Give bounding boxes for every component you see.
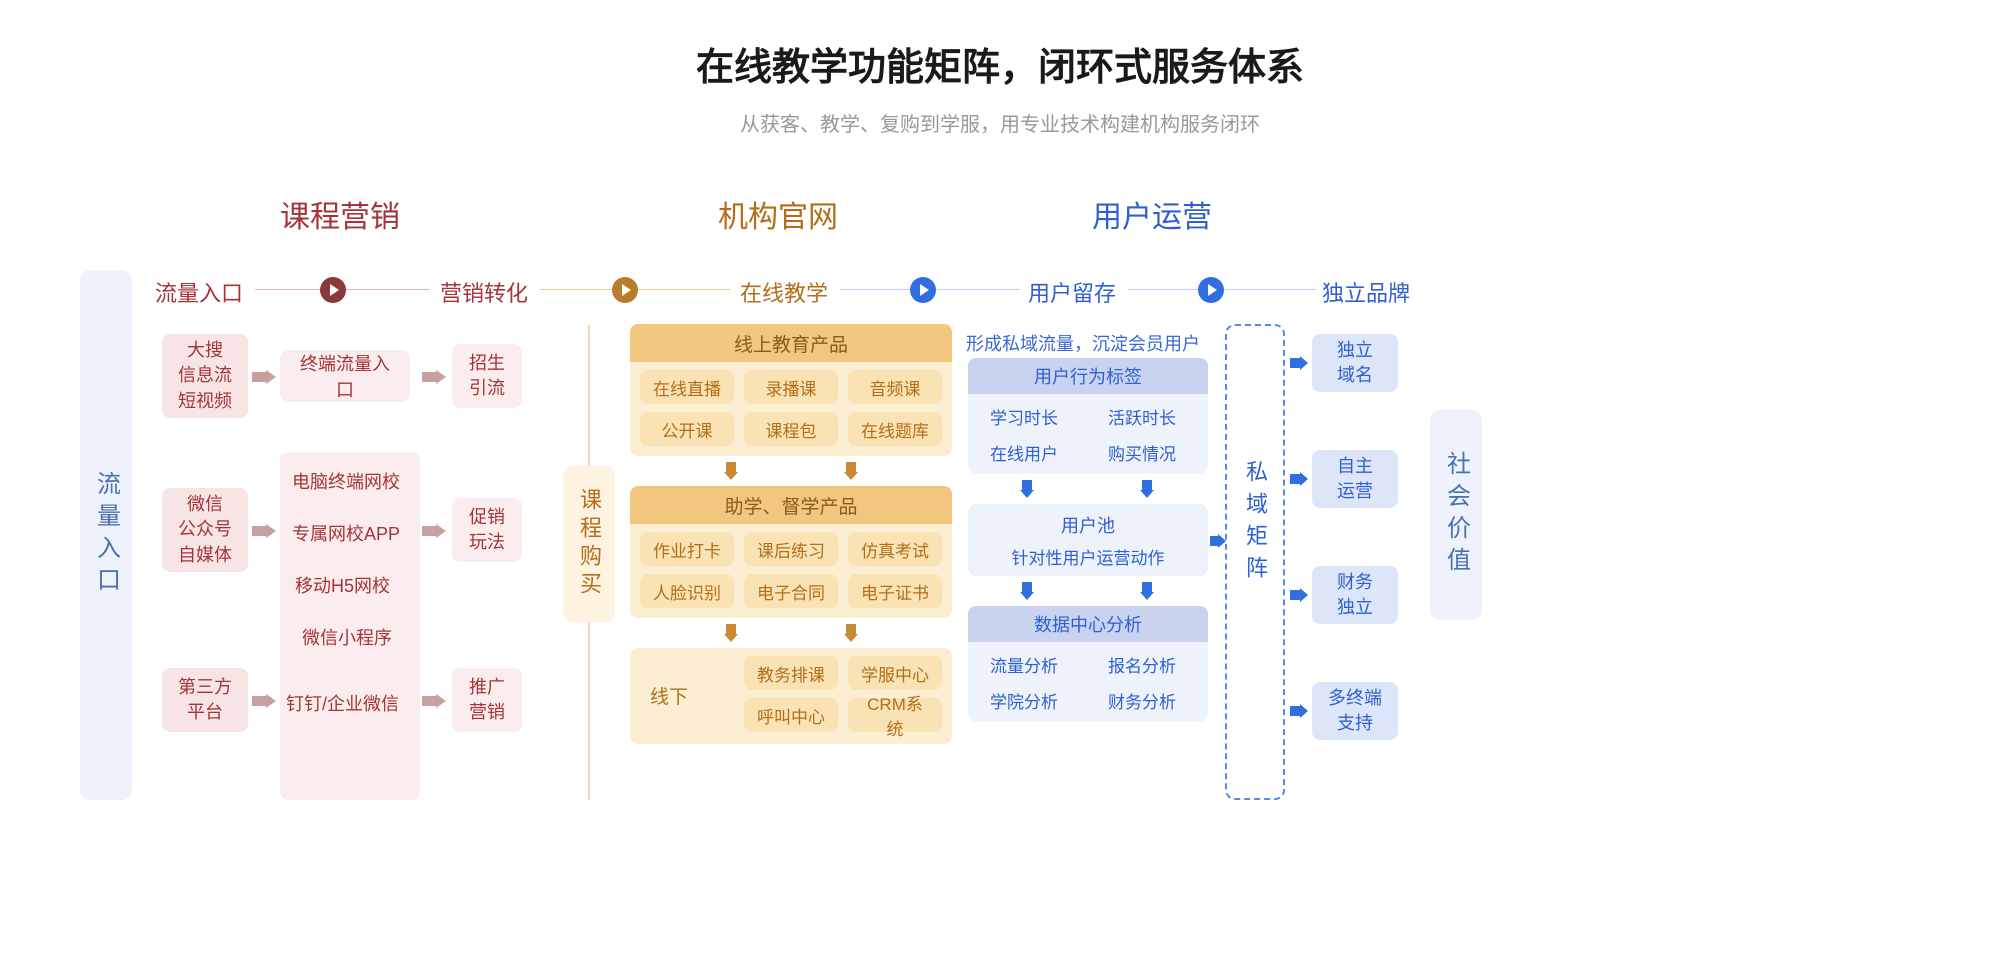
section-official: 机构官网 <box>718 192 838 236</box>
arrow-ops-d4 <box>1140 582 1154 600</box>
ops-p3-c: 学院分析 <box>990 688 1058 713</box>
mkt-col2-b5: 钉钉/企业微信 <box>286 690 399 716</box>
arrow-brand-a <box>1290 356 1308 370</box>
stage-online-teaching: 在线教学 <box>740 276 828 308</box>
play-icon-3 <box>910 277 936 303</box>
arrow-off-d1 <box>724 462 738 480</box>
section-operations: 用户运营 <box>1092 192 1212 236</box>
arrow-off-d3 <box>724 624 738 642</box>
off-p2-b: 课后练习 <box>744 532 838 566</box>
off-p2-d: 人脸识别 <box>640 574 734 608</box>
pillar-course-purchase: 课程购买 <box>563 466 615 622</box>
pillar-traffic-entry: 流量入口 <box>80 270 132 800</box>
mkt-col3-a: 招生引流 <box>452 344 522 408</box>
off-p1-d: 公开课 <box>640 412 734 446</box>
stage-traffic-entry: 流量入口 <box>155 276 243 308</box>
pillar-private-matrix: 私域矩阵 <box>1232 460 1278 588</box>
ops-p3-d: 财务分析 <box>1108 688 1176 713</box>
play-icon-2 <box>612 277 638 303</box>
ops-p1-c: 在线用户 <box>990 440 1058 465</box>
arrow-ops-to-dashed <box>1210 534 1226 548</box>
ops-panel1-header: 用户行为标签 <box>968 358 1208 394</box>
off-p1-b: 录播课 <box>744 370 838 404</box>
stage-independent-brand: 独立品牌 <box>1322 276 1410 308</box>
mkt-col3-b: 促销玩法 <box>452 498 522 562</box>
ops-caption: 形成私域流量，沉淀会员用户 <box>966 330 1200 356</box>
arrow-brand-c <box>1290 588 1308 602</box>
brand-b: 自主运营 <box>1312 450 1398 508</box>
mkt-col1-c: 第三方平台 <box>162 668 248 732</box>
off-panel1-header: 线上教育产品 <box>630 324 952 362</box>
arrow-mkt-1a <box>252 370 276 384</box>
mkt-col2-b4: 微信小程序 <box>302 624 392 650</box>
off-p1-f: 在线题库 <box>848 412 942 446</box>
off-p2-c: 仿真考试 <box>848 532 942 566</box>
section-marketing: 课程营销 <box>280 192 400 236</box>
stage-user-retention: 用户留存 <box>1028 276 1116 308</box>
off-panel2-header: 助学、督学产品 <box>630 486 952 524</box>
subtitle: 从获客、教学、复购到学服，用专业技术构建机构服务闭环 <box>0 108 2000 137</box>
ops-p3-b: 报名分析 <box>1108 652 1176 677</box>
mkt-col2-b3: 移动H5网校 <box>295 572 390 598</box>
arrow-ops-d3 <box>1020 582 1034 600</box>
mkt-col1-a: 大搜信息流短视频 <box>162 334 248 418</box>
ops-p1-b: 活跃时长 <box>1108 404 1176 429</box>
brand-a: 独立域名 <box>1312 334 1398 392</box>
off-panel3-title: 线下 <box>650 682 688 709</box>
mid-pillar-line-top <box>588 325 590 466</box>
arrow-brand-d <box>1290 704 1308 718</box>
mkt-col3-c: 推广营销 <box>452 668 522 732</box>
off-p1-c: 音频课 <box>848 370 942 404</box>
off-p2-f: 电子证书 <box>848 574 942 608</box>
play-icon-1 <box>320 277 346 303</box>
mkt-col2-a: 终端流量入口 <box>280 350 410 402</box>
off-p3-b: 学服中心 <box>848 656 942 690</box>
mid-pillar-line-bottom <box>588 622 590 800</box>
arrow-brand-b <box>1290 472 1308 486</box>
brand-c: 财务独立 <box>1312 566 1398 624</box>
ops-p3-a: 流量分析 <box>990 652 1058 677</box>
arrow-ops-d2 <box>1140 480 1154 498</box>
ops-panel3-header: 数据中心分析 <box>968 606 1208 642</box>
off-p3-a: 教务排课 <box>744 656 838 690</box>
arrow-mkt-2b <box>422 524 446 538</box>
arrow-off-d2 <box>844 462 858 480</box>
off-p1-e: 课程包 <box>744 412 838 446</box>
brand-d: 多终端支持 <box>1312 682 1398 740</box>
ops-p1-d: 购买情况 <box>1108 440 1176 465</box>
mkt-col1-b: 微信公众号自媒体 <box>162 488 248 572</box>
arrow-off-d4 <box>844 624 858 642</box>
ops-p1-a: 学习时长 <box>990 404 1058 429</box>
arrow-mkt-2a <box>422 370 446 384</box>
stage-marketing-conv: 营销转化 <box>440 276 528 308</box>
arrow-mkt-2c <box>422 694 446 708</box>
mkt-col2-b2: 专属网校APP <box>292 520 400 546</box>
pillar-social-value: 社会价值 <box>1430 410 1482 620</box>
mkt-col2-b1: 电脑终端网校 <box>292 468 400 494</box>
off-p1-a: 在线直播 <box>640 370 734 404</box>
play-icon-4 <box>1198 277 1224 303</box>
off-p2-a: 作业打卡 <box>640 532 734 566</box>
arrow-mkt-1b <box>252 524 276 538</box>
off-p3-c: 呼叫中心 <box>744 698 838 732</box>
off-p3-d: CRM系统 <box>848 698 942 732</box>
arrow-mkt-1c <box>252 694 276 708</box>
ops-pool: 用户池 针对性用户运营动作 <box>968 504 1208 576</box>
arrow-ops-d1 <box>1020 480 1034 498</box>
off-p2-e: 电子合同 <box>744 574 838 608</box>
main-title: 在线教学功能矩阵，闭环式服务体系 <box>0 36 2000 91</box>
